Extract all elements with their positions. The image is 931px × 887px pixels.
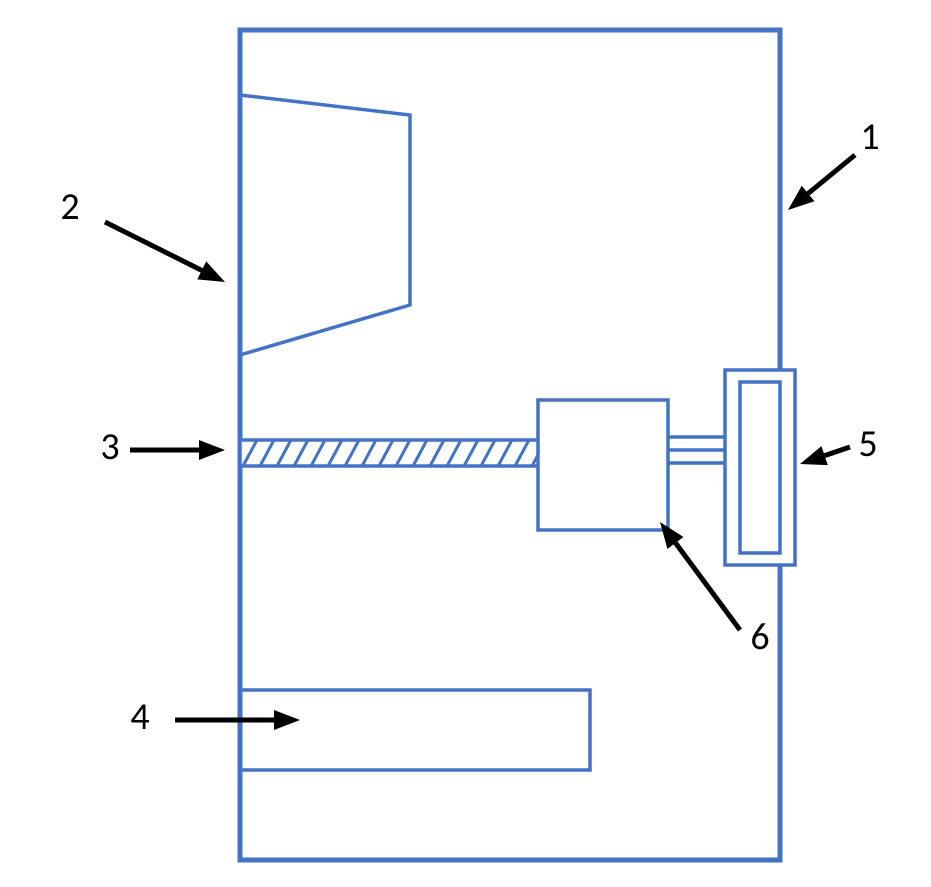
block-part (538, 400, 668, 530)
label-4: 4 (130, 694, 149, 740)
hatched-bar-part (240, 440, 540, 466)
arrow-to-trapezoid (105, 222, 225, 282)
trapezoid-part (240, 95, 410, 355)
label-1: 1 (860, 114, 879, 160)
label-3: 3 (100, 424, 119, 470)
arrow-to-plate (800, 446, 850, 465)
arrow-to-outer (788, 155, 855, 210)
plate-inner (740, 382, 780, 553)
bottom-slot-part (240, 690, 590, 770)
label-2: 2 (60, 184, 79, 230)
arrow-to-hatched-bar (130, 440, 225, 460)
label-6: 6 (750, 614, 769, 660)
label-5: 5 (858, 421, 877, 467)
